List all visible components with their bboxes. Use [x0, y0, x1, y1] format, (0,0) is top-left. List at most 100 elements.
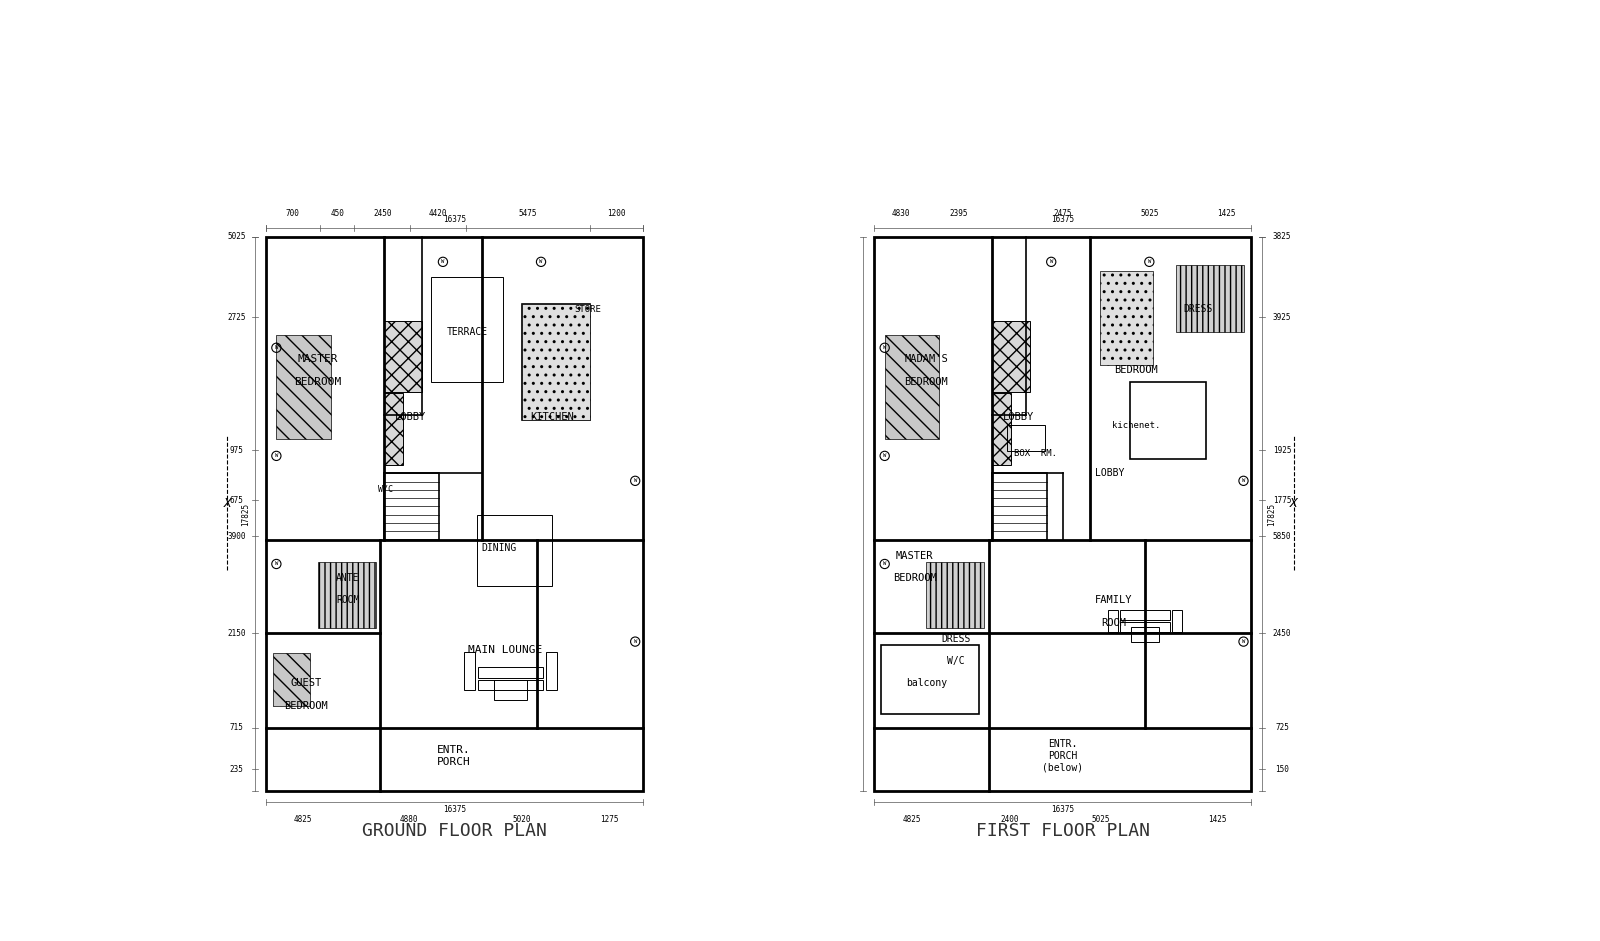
Text: DRESS: DRESS	[1184, 304, 1213, 314]
Bar	[522, 304, 590, 420]
Bar	[384, 321, 422, 392]
Text: 5025: 5025	[1091, 815, 1109, 823]
Text: 715: 715	[229, 723, 243, 732]
Text: 5025: 5025	[227, 232, 245, 242]
Text: DRESS: DRESS	[942, 634, 971, 644]
Text: 1925: 1925	[1272, 446, 1291, 455]
Text: 1200: 1200	[608, 209, 626, 218]
Text: BOX  RM.: BOX RM.	[1014, 449, 1058, 457]
Text: 2475: 2475	[1053, 209, 1072, 218]
Bar	[384, 473, 438, 539]
Text: ENTR.
PORCH: ENTR. PORCH	[437, 745, 470, 767]
Text: 2400: 2400	[1000, 815, 1019, 823]
Text: 2395: 2395	[949, 209, 968, 218]
Bar	[992, 321, 1030, 392]
Text: STORE: STORE	[574, 305, 602, 313]
Text: BEDROOM: BEDROOM	[904, 376, 949, 387]
Bar	[430, 277, 502, 382]
Text: W/C: W/C	[947, 656, 965, 666]
Text: MAIN LOUNGE: MAIN LOUNGE	[467, 646, 542, 655]
Bar	[272, 653, 310, 706]
Text: 4880: 4880	[400, 815, 418, 823]
Text: MASTER: MASTER	[298, 355, 338, 364]
Bar	[522, 304, 590, 420]
Bar	[266, 237, 643, 791]
Text: 1425: 1425	[1218, 209, 1235, 218]
Bar	[477, 515, 552, 586]
Text: FAMILY: FAMILY	[1094, 596, 1133, 605]
Text: 2725: 2725	[227, 312, 245, 322]
Text: W: W	[442, 260, 445, 264]
Text: 2450: 2450	[1272, 629, 1291, 638]
Text: 150: 150	[1275, 765, 1290, 774]
Text: 5475: 5475	[518, 209, 538, 218]
Text: kichenet.: kichenet.	[1112, 421, 1160, 430]
Text: BEDROOM: BEDROOM	[1114, 365, 1157, 375]
Text: W: W	[1050, 260, 1053, 264]
Text: 975: 975	[229, 446, 243, 455]
Bar	[546, 652, 557, 691]
Bar	[992, 473, 1046, 539]
Bar	[882, 645, 979, 714]
Text: 1275: 1275	[600, 815, 618, 823]
Text: W: W	[275, 345, 278, 350]
Text: LOBBY: LOBBY	[1003, 412, 1034, 423]
Text: TERRACE: TERRACE	[446, 327, 488, 337]
Bar	[1120, 611, 1170, 620]
Text: W: W	[539, 260, 542, 264]
Bar	[277, 335, 331, 439]
Bar	[1130, 382, 1206, 458]
Text: W: W	[275, 562, 278, 566]
Text: BEDROOM: BEDROOM	[893, 573, 936, 583]
Text: 5850: 5850	[1272, 532, 1291, 541]
Text: GROUND FLOOR PLAN: GROUND FLOOR PLAN	[362, 822, 547, 840]
Bar	[478, 679, 542, 691]
Text: BEDROOM: BEDROOM	[294, 376, 341, 387]
Bar	[1107, 611, 1118, 632]
Text: W: W	[1242, 639, 1245, 644]
Text: DINING: DINING	[482, 543, 517, 553]
Text: 3825: 3825	[1272, 232, 1291, 242]
Text: 16375: 16375	[443, 805, 466, 814]
Text: FIRST FLOOR PLAN: FIRST FLOOR PLAN	[976, 822, 1149, 840]
Bar	[1176, 265, 1243, 331]
Text: 17825: 17825	[242, 502, 250, 526]
Text: W: W	[1242, 478, 1245, 484]
Text: 4830: 4830	[891, 209, 910, 218]
Text: 725: 725	[1275, 723, 1290, 732]
Text: 16375: 16375	[1051, 805, 1074, 814]
Text: W: W	[883, 454, 886, 458]
Text: 450: 450	[330, 209, 344, 218]
Bar	[1101, 271, 1152, 365]
Text: X: X	[1290, 497, 1298, 509]
Text: 2450: 2450	[373, 209, 392, 218]
Bar	[885, 335, 939, 439]
Text: 4825: 4825	[294, 815, 312, 823]
Text: KITCHEN: KITCHEN	[530, 412, 574, 423]
Text: ENTR.
PORCH
(below): ENTR. PORCH (below)	[1042, 740, 1083, 773]
Text: 5025: 5025	[1141, 209, 1158, 218]
Bar	[874, 237, 1251, 791]
Text: 4825: 4825	[902, 815, 922, 823]
Text: balcony: balcony	[906, 678, 947, 689]
Text: 17825: 17825	[1267, 502, 1275, 526]
Text: ROOM: ROOM	[1101, 617, 1126, 628]
Text: W: W	[634, 478, 637, 484]
Text: LOBBY: LOBBY	[1094, 469, 1125, 478]
Text: 5020: 5020	[514, 815, 531, 823]
Text: ROOM: ROOM	[336, 596, 360, 605]
Bar	[464, 652, 475, 691]
Bar	[992, 393, 1011, 465]
Text: 235: 235	[229, 765, 243, 774]
Text: GUEST: GUEST	[291, 678, 322, 689]
Text: MASTER: MASTER	[896, 550, 933, 561]
Text: 1425: 1425	[1208, 815, 1227, 823]
Text: 675: 675	[229, 496, 243, 504]
Bar	[1171, 611, 1182, 632]
Text: 4420: 4420	[429, 209, 446, 218]
Bar	[478, 667, 542, 678]
Text: W: W	[634, 639, 637, 644]
Text: 700: 700	[286, 209, 299, 218]
Text: 2150: 2150	[227, 629, 245, 638]
Bar	[384, 393, 403, 465]
